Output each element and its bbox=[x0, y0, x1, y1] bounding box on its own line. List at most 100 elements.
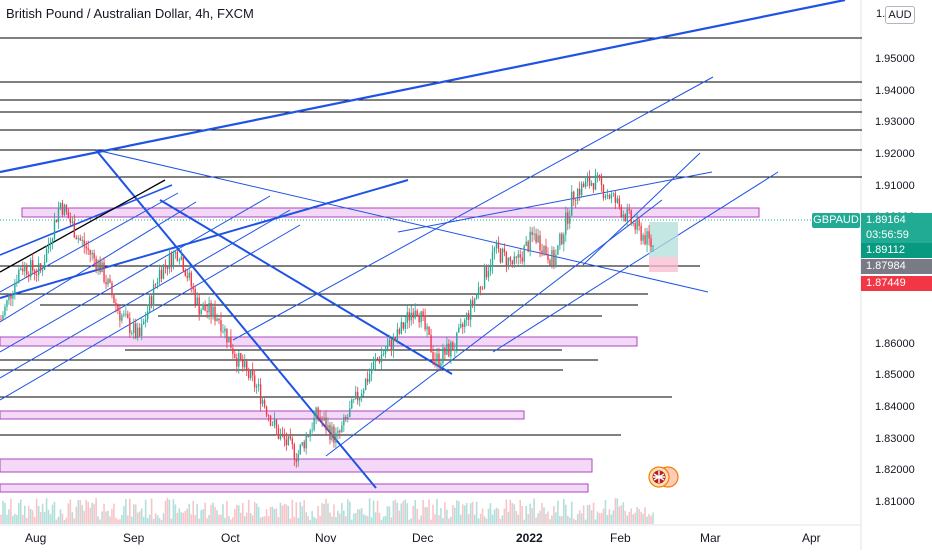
candle-body bbox=[644, 235, 646, 245]
candle-body bbox=[250, 370, 252, 378]
candle-body bbox=[63, 204, 66, 215]
candle-body bbox=[430, 334, 432, 353]
volume-bar bbox=[499, 518, 502, 524]
candle-body bbox=[458, 327, 460, 333]
volume-bar bbox=[384, 515, 387, 524]
volume-bar bbox=[140, 508, 143, 524]
candle-body bbox=[335, 433, 337, 443]
candle-body bbox=[444, 347, 446, 355]
volume-bar bbox=[642, 513, 644, 524]
volume-bar bbox=[12, 515, 14, 524]
volume-bar bbox=[644, 507, 646, 524]
candle-body bbox=[265, 406, 268, 416]
volume-bar bbox=[380, 519, 383, 524]
volume-bar bbox=[404, 499, 407, 524]
volume-bar bbox=[55, 519, 58, 524]
volume-bar bbox=[188, 503, 191, 524]
candle-body bbox=[87, 248, 89, 250]
volume-bar bbox=[271, 506, 274, 524]
candle-body bbox=[541, 250, 543, 254]
volume-bar bbox=[473, 514, 476, 524]
candle-body bbox=[485, 265, 488, 278]
volume-bar bbox=[178, 508, 181, 524]
volume-bar bbox=[448, 518, 450, 524]
volume-bar bbox=[47, 509, 50, 524]
candle-body bbox=[436, 353, 438, 362]
chart-title: British Pound / Australian Dollar, 4h, F… bbox=[6, 6, 254, 21]
candle-body bbox=[263, 400, 266, 407]
volume-bar bbox=[606, 515, 609, 524]
volume-bar bbox=[0, 514, 2, 524]
candle-body bbox=[45, 249, 48, 263]
candle-body bbox=[111, 282, 113, 296]
candle-body bbox=[35, 274, 38, 276]
trend-line bbox=[325, 199, 663, 457]
volume-bar bbox=[354, 513, 357, 524]
volume-bar bbox=[648, 513, 650, 524]
candle-body bbox=[160, 269, 163, 279]
zone-rect bbox=[0, 483, 589, 493]
candle-body bbox=[620, 206, 622, 218]
candle-body bbox=[412, 312, 414, 318]
volume-bar bbox=[18, 502, 20, 524]
candle-body bbox=[238, 353, 240, 367]
volume-bar bbox=[174, 504, 177, 524]
volume-bar bbox=[547, 511, 549, 524]
economic-events-icon[interactable] bbox=[648, 466, 679, 488]
candle-body bbox=[162, 264, 165, 279]
candle-body bbox=[170, 253, 173, 268]
volume-bar bbox=[39, 512, 42, 524]
volume-bar bbox=[170, 518, 173, 524]
volume-bar bbox=[103, 503, 105, 524]
candle-body bbox=[400, 322, 403, 334]
candle-body bbox=[309, 430, 311, 437]
candle-body bbox=[434, 359, 436, 362]
candle-body bbox=[343, 417, 345, 426]
candle-body bbox=[71, 221, 74, 223]
candle-body bbox=[329, 424, 331, 440]
volume-bar bbox=[83, 510, 86, 524]
volume-bar bbox=[14, 513, 16, 524]
volume-bar bbox=[535, 517, 537, 524]
candle-body bbox=[353, 398, 355, 400]
volume-bar bbox=[255, 503, 258, 524]
candle-body bbox=[557, 245, 559, 255]
candle-body bbox=[198, 297, 200, 315]
volume-bar bbox=[572, 518, 575, 524]
candle-body bbox=[481, 288, 484, 290]
volume-bar bbox=[281, 505, 284, 524]
candle-body bbox=[517, 254, 519, 258]
symbol-tag: GBPAUD bbox=[812, 213, 860, 228]
volume-bar bbox=[477, 518, 480, 524]
candle-body bbox=[460, 324, 462, 328]
volume-bar bbox=[475, 501, 478, 524]
candle-body bbox=[616, 198, 619, 203]
currency-button[interactable]: AUD bbox=[885, 6, 915, 24]
x-tick-label: Aug bbox=[25, 531, 47, 545]
volume-bar bbox=[582, 505, 585, 524]
candle-body bbox=[442, 347, 444, 364]
trend-line bbox=[0, 209, 291, 379]
volume-bar bbox=[265, 509, 268, 524]
volume-bar bbox=[345, 516, 347, 524]
candle-body bbox=[493, 248, 496, 252]
volume-bar bbox=[440, 507, 442, 524]
volume-bar bbox=[257, 506, 260, 524]
volume-bar bbox=[319, 515, 321, 524]
volume-bar bbox=[465, 502, 468, 524]
volume-bar bbox=[111, 508, 113, 524]
long-position-tool[interactable] bbox=[649, 222, 678, 272]
candle-body bbox=[347, 417, 349, 419]
trend-line bbox=[0, 0, 846, 174]
candle-body bbox=[446, 343, 448, 355]
volume-bar bbox=[551, 515, 553, 524]
volume-bar bbox=[81, 505, 84, 524]
candle-body bbox=[220, 320, 222, 332]
candle-body bbox=[545, 246, 547, 255]
candle-body bbox=[277, 428, 280, 440]
candle-body bbox=[216, 318, 218, 321]
candle-body bbox=[146, 311, 149, 320]
volume-bar bbox=[636, 507, 638, 524]
